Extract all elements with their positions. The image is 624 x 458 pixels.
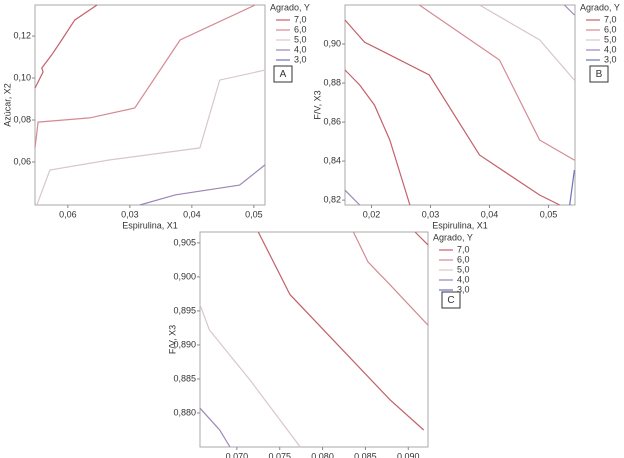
x-tick-label: 0,075 — [268, 451, 291, 458]
contour-line — [569, 170, 575, 206]
legend-title: Agrado, Y — [270, 2, 310, 12]
y-tick-label: 0,10 — [13, 72, 31, 82]
contour-line — [418, 4, 575, 161]
y-tick-label: 0,82 — [323, 194, 341, 204]
x-tick-label: 0,085 — [354, 451, 377, 458]
contour-line — [344, 19, 560, 206]
x-tick-label: 0,02 — [363, 209, 381, 219]
panel-label: B — [596, 69, 603, 80]
y-tick-label: 0,900 — [173, 271, 196, 281]
plot-frame — [199, 231, 429, 448]
y-axis-title: F/V, X3 — [167, 325, 177, 354]
contour-line — [479, 4, 575, 81]
plot-frame — [34, 4, 266, 206]
y-tick-label: 0,890 — [173, 339, 196, 349]
y-tick-label: 0,885 — [173, 373, 196, 383]
legend-label: 5,0 — [604, 34, 617, 44]
legend-label: 5,0 — [294, 34, 307, 44]
panel-label-box — [441, 291, 461, 309]
legend-label: 6,0 — [604, 24, 617, 34]
y-tick-label: 0,08 — [13, 114, 31, 124]
legend-label: 6,0 — [294, 24, 307, 34]
legend-title: Agrado, Y — [433, 232, 473, 242]
contour-line — [139, 164, 266, 206]
panel-label-box — [273, 65, 293, 83]
plot-frame — [344, 4, 576, 206]
x-tick-label: 0,04 — [481, 209, 499, 219]
y-tick-label: 0,84 — [323, 155, 341, 165]
contour-line — [199, 407, 231, 448]
legend-label: 7,0 — [457, 244, 470, 254]
x-tick-label: 0,05 — [540, 209, 558, 219]
y-tick-label: 0,905 — [173, 237, 196, 247]
y-axis-title: Azúcar, X2 — [2, 83, 12, 127]
y-tick-label: 0,86 — [323, 116, 341, 126]
legend-label: 7,0 — [604, 14, 617, 24]
legend-label: 3,0 — [457, 284, 470, 294]
panel-label: A — [280, 69, 287, 80]
x-tick-label: 0,04 — [183, 209, 201, 219]
panel-label-box — [589, 65, 609, 83]
y-tick-label: 0,12 — [13, 30, 31, 40]
panel-label: C — [447, 295, 454, 306]
contour-line — [199, 304, 301, 448]
y-axis-title: F/V, X3 — [312, 90, 322, 119]
legend-label: 4,0 — [294, 44, 307, 54]
contour-line — [257, 231, 429, 431]
contour-line — [34, 4, 256, 148]
contour-line — [36, 69, 266, 206]
y-tick-label: 0,880 — [173, 407, 196, 417]
legend-label: 4,0 — [457, 274, 470, 284]
x-axis-title: Espirulina, X1 — [432, 220, 488, 230]
legend-label: 6,0 — [457, 254, 470, 264]
x-tick-label: 0,070 — [226, 451, 249, 458]
y-tick-label: 0,90 — [323, 38, 341, 48]
legend-label: 3,0 — [294, 54, 307, 64]
x-tick-label: 0,080 — [311, 451, 334, 458]
x-tick-label: 0,03 — [121, 209, 139, 219]
x-tick-label: 0,03 — [422, 209, 440, 219]
y-tick-label: 0,895 — [173, 305, 196, 315]
contour-line — [352, 231, 429, 326]
x-tick-label: 0,06 — [59, 209, 77, 219]
y-tick-label: 0,06 — [13, 156, 31, 166]
contour-line — [34, 4, 98, 89]
legend-label: 3,0 — [604, 54, 617, 64]
y-tick-label: 0,88 — [323, 77, 341, 87]
contour-line — [344, 4, 575, 206]
x-tick-label: 0,05 — [245, 209, 263, 219]
legend-title: Agrado, Y — [580, 2, 620, 12]
legend-label: 7,0 — [294, 14, 307, 24]
x-axis-title: Espirulina, X1 — [122, 220, 178, 230]
legend-label: 4,0 — [604, 44, 617, 54]
legend-label: 5,0 — [457, 264, 470, 274]
x-tick-label: 0,090 — [397, 451, 420, 458]
